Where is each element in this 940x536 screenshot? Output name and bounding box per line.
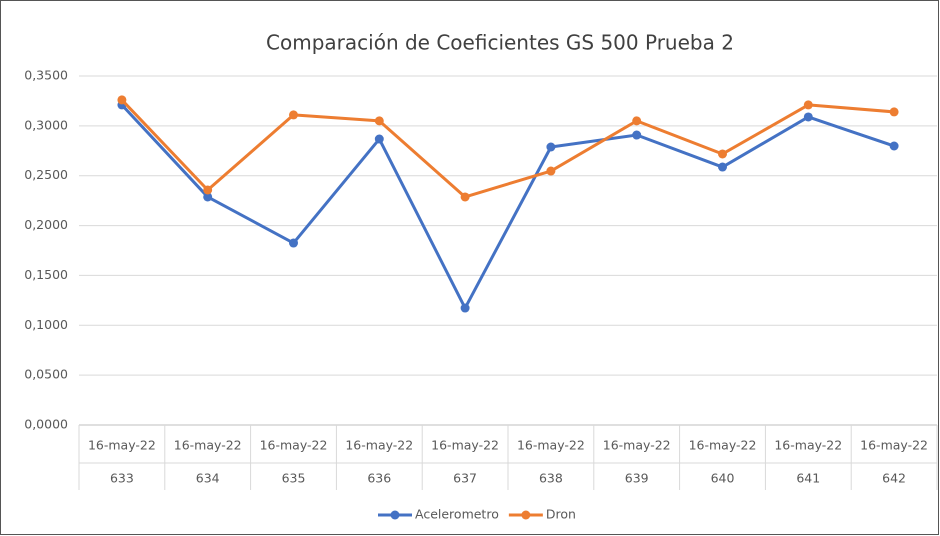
y-tick-label: 0,0000 <box>24 417 68 432</box>
x-tick-label: 634 <box>196 471 220 486</box>
x-tick-label: 636 <box>367 471 391 486</box>
legend-label: Acelerometro <box>415 507 499 522</box>
data-point <box>546 166 556 176</box>
x-tick-label: 638 <box>539 471 563 486</box>
data-point <box>632 130 642 140</box>
data-point <box>889 141 899 151</box>
x-tick-label: 16-may-22 <box>345 438 413 453</box>
data-point <box>374 134 384 144</box>
data-point <box>803 112 813 122</box>
data-point <box>289 238 298 248</box>
data-point <box>289 110 298 120</box>
x-tick-label: 640 <box>711 471 735 486</box>
x-tick-label: 635 <box>282 471 306 486</box>
x-tick-label: 16-may-22 <box>88 438 156 453</box>
legend-marker <box>390 510 400 520</box>
chart-title: Comparación de Coeficientes GS 500 Prueb… <box>266 31 734 55</box>
x-tick-label: 637 <box>453 471 477 486</box>
data-point <box>632 116 642 126</box>
data-point <box>460 303 470 313</box>
x-tick-label: 639 <box>625 471 649 486</box>
data-point <box>803 100 813 110</box>
data-point <box>718 149 727 159</box>
x-tick-label: 16-may-22 <box>603 438 671 453</box>
series-line <box>120 103 895 310</box>
data-point <box>889 107 899 117</box>
data-point <box>718 162 727 172</box>
legend-marker <box>521 510 531 520</box>
x-tick-label: 641 <box>796 471 820 486</box>
x-tick-label: 16-may-22 <box>174 438 242 453</box>
y-tick-label: 0,3500 <box>24 68 68 83</box>
series-line <box>120 98 895 199</box>
x-tick-label: 16-may-22 <box>431 438 499 453</box>
data-point <box>203 185 213 195</box>
legend-label: Dron <box>546 507 576 522</box>
data-point <box>117 95 127 105</box>
x-tick-label: 633 <box>110 471 134 486</box>
y-tick-label: 0,0500 <box>24 367 68 382</box>
y-tick-label: 0,2000 <box>24 217 68 232</box>
x-tick-label: 16-may-22 <box>774 438 842 453</box>
y-tick-label: 0,2500 <box>24 167 68 182</box>
x-tick-label: 642 <box>882 471 906 486</box>
data-point <box>374 116 384 126</box>
data-point <box>460 192 470 202</box>
x-tick-label: 16-may-22 <box>517 438 585 453</box>
data-point <box>546 142 556 152</box>
y-tick-label: 0,3000 <box>24 117 68 132</box>
y-tick-label: 0,1000 <box>24 317 68 332</box>
x-tick-label: 16-may-22 <box>260 438 328 453</box>
data-point <box>203 192 213 202</box>
y-tick-label: 0,1500 <box>24 267 68 282</box>
x-tick-label: 16-may-22 <box>860 438 928 453</box>
x-tick-label: 16-may-22 <box>689 438 757 453</box>
